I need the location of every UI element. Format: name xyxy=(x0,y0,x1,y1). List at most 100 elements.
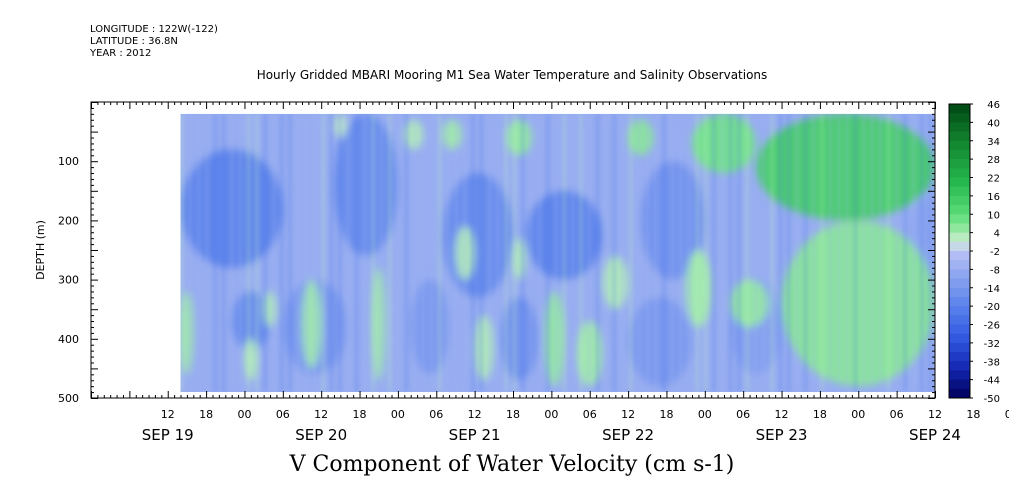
heatmap-streak xyxy=(396,113,400,393)
x-tick-label: 12 xyxy=(161,408,175,421)
heatmap-streak xyxy=(920,113,924,393)
heatmap-streak xyxy=(870,113,874,393)
heatmap-streak xyxy=(645,113,649,393)
heatmap-streak xyxy=(463,113,467,393)
heatmap-streak xyxy=(853,113,857,393)
heatmap-streak xyxy=(845,113,849,393)
heatmap-streak xyxy=(513,113,516,393)
date-label: SEP 19 xyxy=(142,426,194,444)
heatmap-streak xyxy=(421,113,425,393)
colorbar-label: -8 xyxy=(990,265,1000,276)
heatmap-streak xyxy=(654,113,658,393)
heatmap-streak xyxy=(820,113,824,393)
colorbar-label: -14 xyxy=(984,284,1000,295)
heatmap-streak xyxy=(878,113,882,393)
heatmap-streak xyxy=(222,113,226,393)
heatmap-streak xyxy=(903,113,907,393)
heatmap-streak xyxy=(687,113,691,393)
heatmap-streak xyxy=(795,113,799,393)
heatmap-streak xyxy=(446,113,450,393)
heatmap-streak xyxy=(837,113,841,393)
heatmap-streak xyxy=(330,113,334,393)
y-tick-label: 200 xyxy=(58,214,79,227)
x-tick-label: 00 xyxy=(391,408,405,421)
plot-subtitle: Hourly Gridded MBARI Mooring M1 Sea Wate… xyxy=(256,68,768,82)
heatmap-streak xyxy=(313,113,317,393)
colorbar-label: 16 xyxy=(987,192,1000,203)
heatmap-streak xyxy=(928,113,932,393)
colorbar-label: 10 xyxy=(987,210,1000,221)
x-tick-label: 06 xyxy=(276,408,290,421)
colorbar-swatch xyxy=(949,388,970,399)
colorbar-swatch xyxy=(949,361,970,371)
heatmap-streak xyxy=(537,113,541,393)
heatmap-streak xyxy=(745,113,749,393)
heatmap-streak xyxy=(754,113,758,393)
x-tick-label: 06 xyxy=(583,408,597,421)
heatmap-streak xyxy=(296,113,300,393)
heatmap-streak xyxy=(911,113,915,393)
heatmap-streak xyxy=(621,113,625,393)
heatmap-streak xyxy=(338,113,342,393)
heatmap-streak xyxy=(346,113,350,393)
heatmap-streak xyxy=(720,113,724,393)
colorbar-label: 4 xyxy=(994,229,1000,240)
heatmap-streak xyxy=(355,113,359,393)
heatmap-streak xyxy=(704,113,708,393)
heatmap-streak xyxy=(787,113,791,393)
heatmap-streak xyxy=(587,113,591,393)
heatmap-streak xyxy=(546,113,550,393)
colorbar-swatch xyxy=(949,205,970,215)
colorbar-swatch xyxy=(949,296,970,307)
x-tick-label: 12 xyxy=(775,408,789,421)
x-tick-label: 18 xyxy=(813,408,827,421)
x-tick-label: 12 xyxy=(621,408,635,421)
x-tick-label: 00 xyxy=(544,408,558,421)
colorbar-swatch xyxy=(949,214,970,224)
colorbar-swatch xyxy=(949,324,970,335)
colorbar-swatch xyxy=(949,278,970,289)
x-tick-label: 18 xyxy=(199,408,213,421)
heatmap-streak xyxy=(596,113,600,393)
heatmap-streak xyxy=(571,113,575,393)
heatmap-streak xyxy=(280,113,284,393)
metadata-block: LONGITUDE : 122W(-122) LATITUDE : 36.8N … xyxy=(90,24,218,60)
heatmap-streak xyxy=(554,113,558,393)
x-tick-label: 18 xyxy=(506,408,520,421)
heatmap-streak xyxy=(579,113,583,393)
x-tick-label: 12 xyxy=(314,408,328,421)
date-label: SEP 23 xyxy=(756,426,808,444)
longitude-label: LONGITUDE : 122W(-122) xyxy=(90,24,218,35)
heatmap-streak xyxy=(263,113,267,393)
heatmap-streak xyxy=(205,113,209,393)
x-tick-label: 18 xyxy=(659,408,673,421)
colorbar-swatch xyxy=(949,113,970,123)
heatmap-streaks xyxy=(180,113,932,393)
colorbar-swatch xyxy=(949,342,970,353)
colorbar-swatch xyxy=(949,131,970,142)
heatmap-streak xyxy=(305,113,309,393)
colorbar-label: -2 xyxy=(990,247,1000,258)
y-axis-label: DEPTH (m) xyxy=(34,220,47,280)
colorbar-label: 28 xyxy=(987,155,1000,166)
heatmap-streak xyxy=(180,113,184,393)
colorbar-swatch xyxy=(949,306,970,316)
heatmap-streak xyxy=(288,113,292,393)
heatmap-streak xyxy=(238,113,242,393)
heatmap-streak xyxy=(380,113,384,393)
heatmap-streak xyxy=(695,113,699,393)
x-tick-label: 06 xyxy=(429,408,443,421)
y-tick-label: 100 xyxy=(58,155,79,168)
heatmap-streak xyxy=(679,113,683,393)
heatmap-streak xyxy=(438,113,442,393)
heatmap-streak xyxy=(529,113,533,393)
heatmap-streak xyxy=(363,113,367,393)
y-tick-label: 300 xyxy=(58,274,79,287)
heatmap-streak xyxy=(629,113,633,393)
positive-velocity-region xyxy=(442,119,462,150)
colorbar-swatch xyxy=(949,195,970,206)
colorbar-label: 46 xyxy=(987,100,1000,111)
heatmap-streak xyxy=(188,113,192,393)
heatmap-streak xyxy=(803,113,807,393)
heatmap-streak xyxy=(828,113,832,393)
